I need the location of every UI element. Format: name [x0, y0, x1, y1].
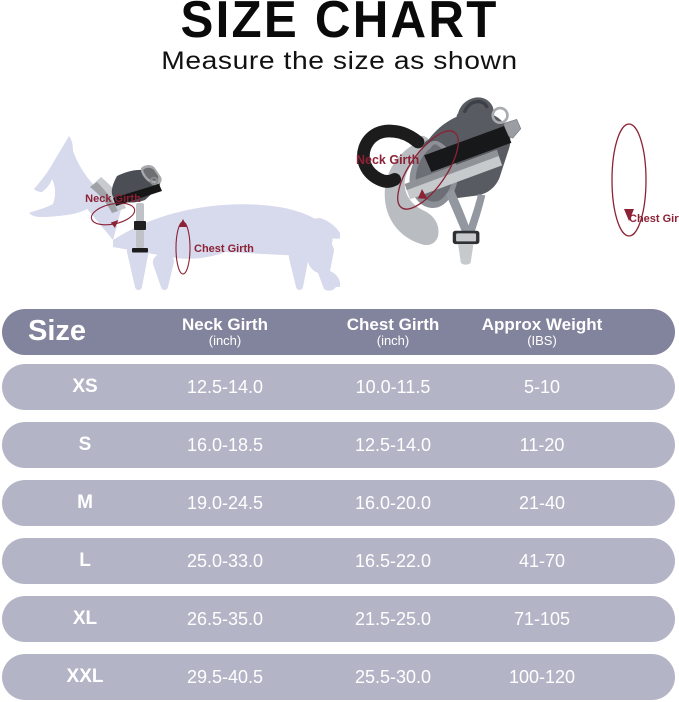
svg-text:Neck Girth: Neck Girth [356, 153, 419, 167]
svg-text:Neck Girth: Neck Girth [85, 193, 141, 205]
svg-text:Chest Girth: Chest Girth [629, 213, 679, 225]
svg-text:Chest Girth: Chest Girth [194, 243, 254, 255]
